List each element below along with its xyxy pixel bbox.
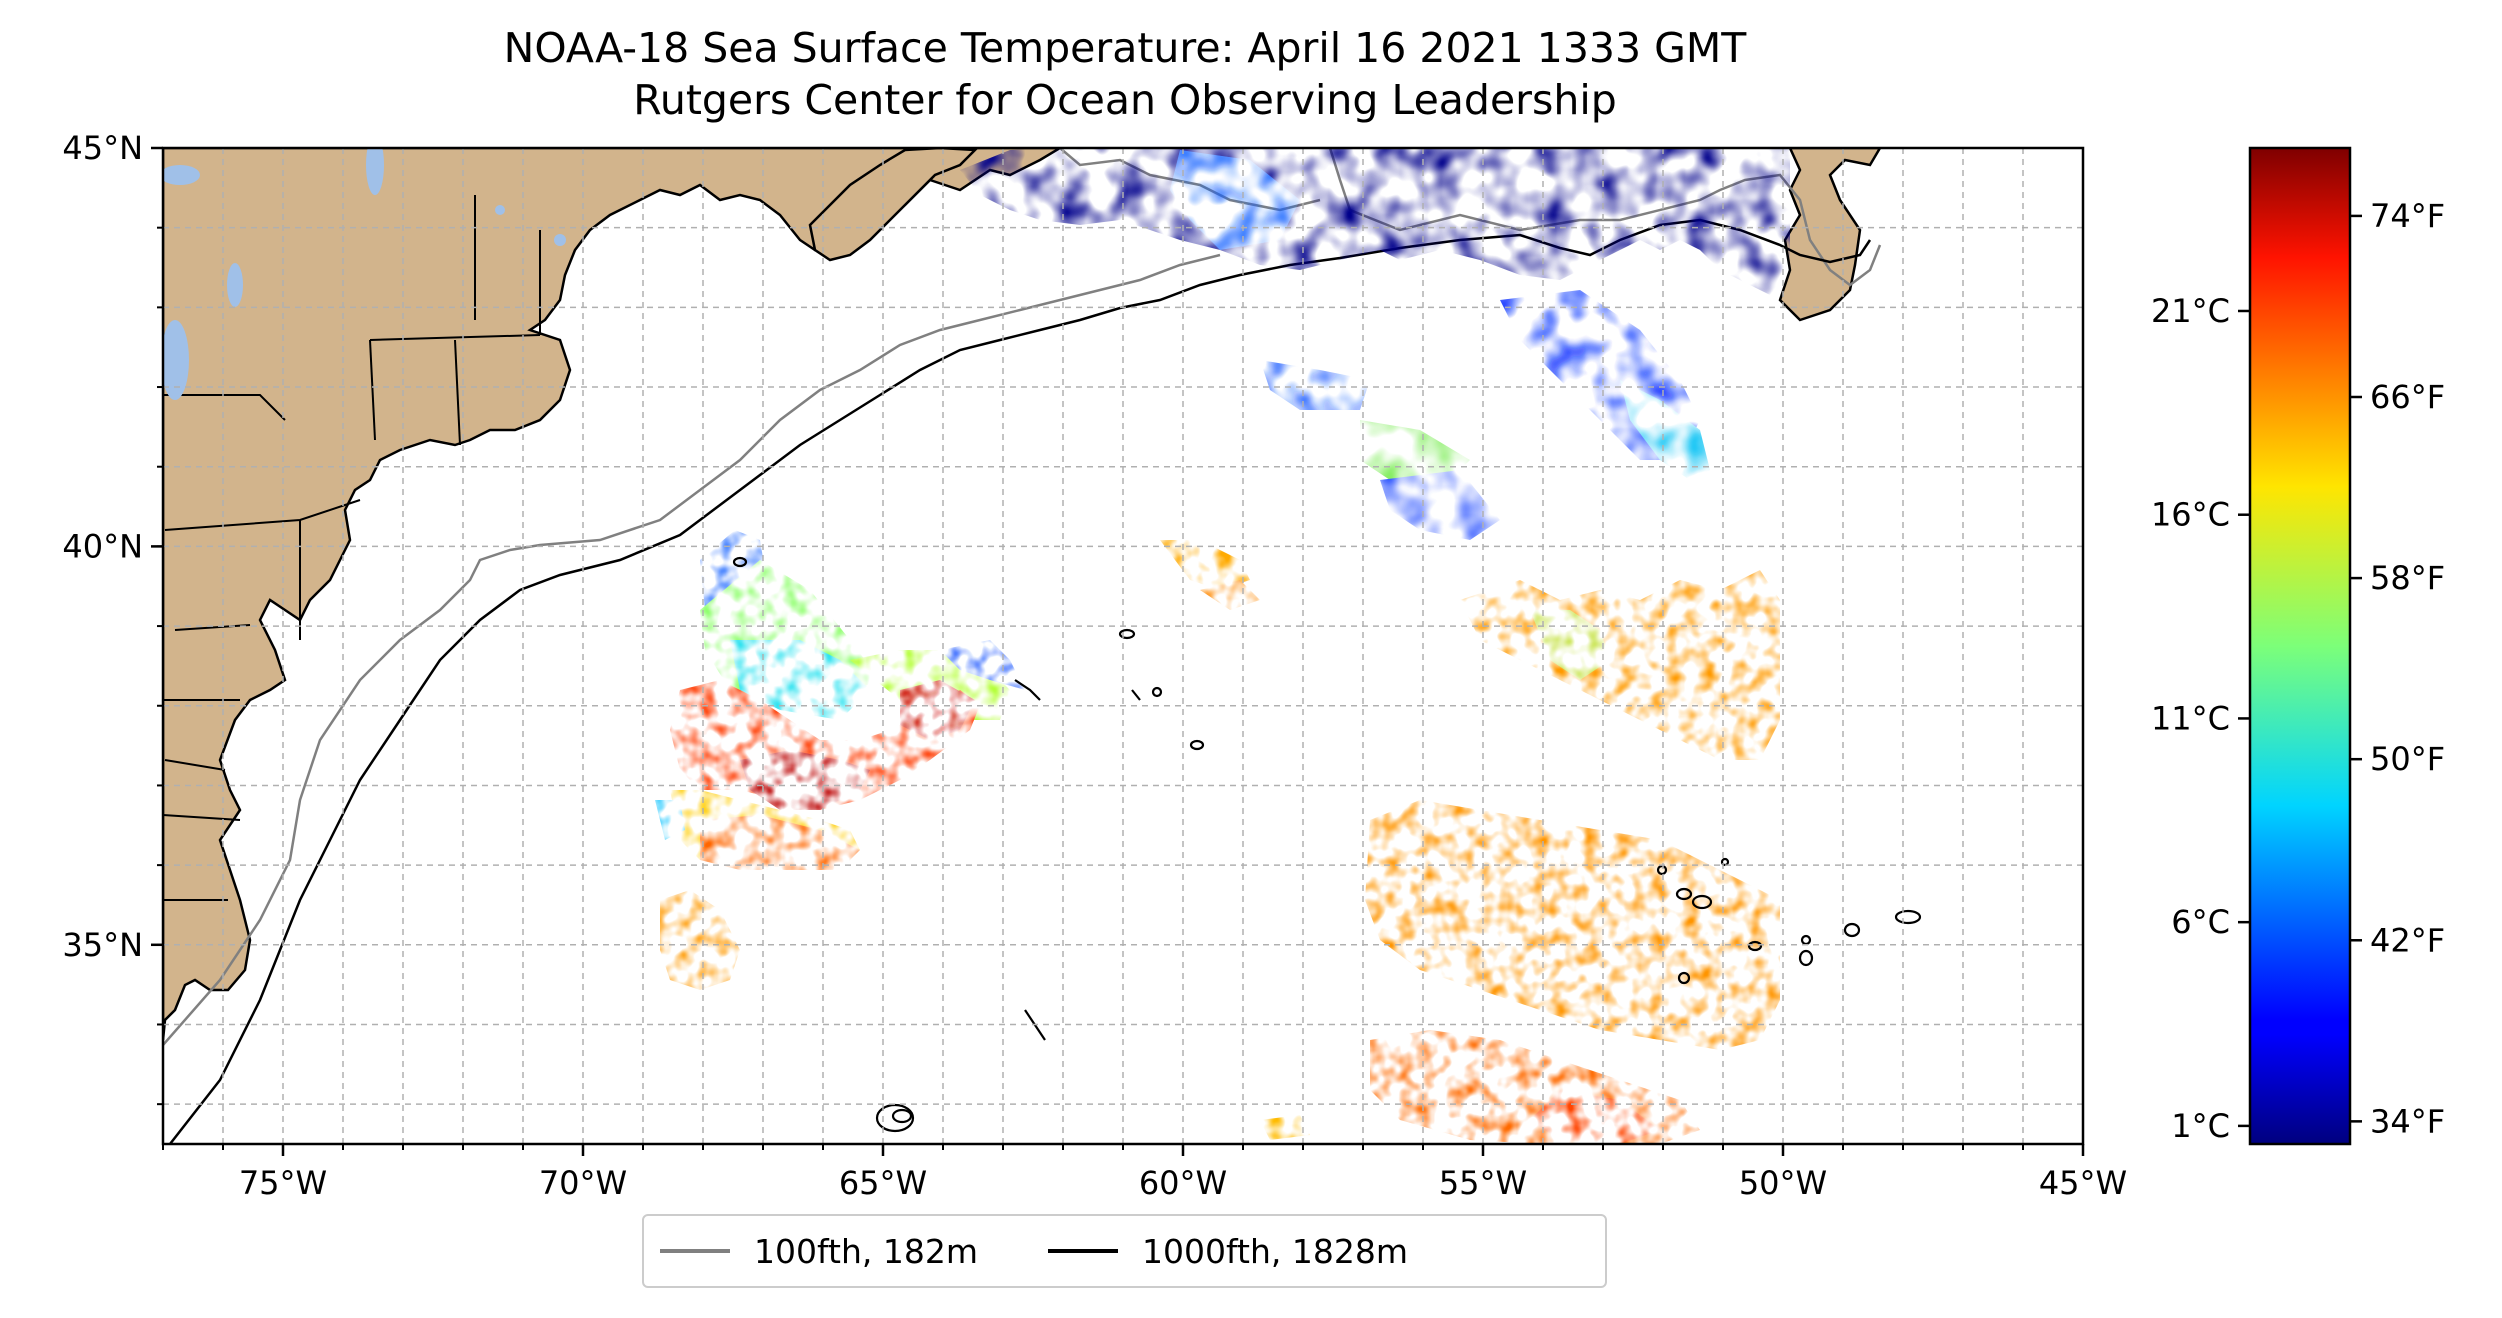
celsius-tick-label: 11°C [2151, 699, 2230, 737]
sst-data-northern [960, 148, 1790, 540]
fahrenheit-tick-label: 58°F [2370, 559, 2445, 597]
legend-label-1000fth: 1000fth, 1828m [1142, 1231, 1408, 1271]
legend-line-black-icon [1048, 1249, 1118, 1253]
map-plot-area [163, 148, 2083, 1144]
land-north-america [163, 148, 1063, 1041]
celsius-tick-label: 16°C [2151, 496, 2230, 534]
lon-tick-label: 50°W [1739, 1164, 1827, 1202]
legend-item-100fth: 100fth, 182m [660, 1232, 978, 1271]
lon-tick-label: 55°W [1439, 1164, 1527, 1202]
state-borders [163, 195, 541, 901]
lon-tick-label: 45°W [2039, 1164, 2127, 1202]
fahrenheit-tick-label: 34°F [2370, 1102, 2445, 1140]
fahrenheit-tick-label: 50°F [2370, 740, 2445, 778]
colorbar-fahrenheit-axis: 74°F 66°F 58°F 50°F 42°F 34°F [2350, 197, 2445, 1140]
lon-tick-label: 70°W [539, 1164, 627, 1202]
chart-title: NOAA-18 Sea Surface Temperature: April 1… [165, 22, 2085, 126]
lat-axis: 35°N 40°N 45°N [62, 129, 163, 964]
celsius-tick-label: 1°C [2171, 1107, 2230, 1145]
legend-line-gray-icon [660, 1249, 730, 1253]
legend-item-1000fth: 1000fth, 1828m [1048, 1232, 1408, 1271]
legend-label-100fth: 100fth, 182m [754, 1231, 978, 1271]
gridlines [163, 148, 2083, 1144]
fahrenheit-tick-label: 66°F [2370, 378, 2445, 416]
sst-data-western [655, 530, 1025, 990]
lon-tick-label: 60°W [1139, 1164, 1227, 1202]
fahrenheit-tick-label: 74°F [2370, 197, 2445, 235]
lon-tick-label: 65°W [839, 1164, 927, 1202]
lon-tick-label: 75°W [239, 1164, 327, 1202]
celsius-tick-label: 21°C [2151, 292, 2230, 330]
colorbar [2248, 146, 2352, 1146]
lat-tick-label: 45°N [62, 129, 143, 167]
lakes [163, 148, 566, 400]
lat-tick-label: 35°N [62, 926, 143, 964]
lon-axis: 75°W 70°W 65°W 60°W 55°W 50°W 45°W [239, 1144, 2127, 1202]
sst-data-eastern [1160, 540, 1780, 1144]
land-newfoundland [1778, 148, 1882, 322]
fahrenheit-tick-label: 42°F [2370, 921, 2445, 959]
colorbar-celsius-axis: 21°C 16°C 11°C 6°C 1°C [2151, 292, 2250, 1145]
title-line-1: NOAA-18 Sea Surface Temperature: April 1… [503, 24, 1747, 72]
legend: 100fth, 182m 1000fth, 1828m [642, 1214, 1607, 1288]
title-line-2: Rutgers Center for Ocean Observing Leade… [633, 76, 1617, 124]
lat-tick-label: 40°N [62, 527, 143, 565]
land-nova-scotia [808, 148, 978, 262]
seamount-outlines [732, 556, 1922, 1133]
celsius-tick-label: 6°C [2171, 903, 2230, 941]
